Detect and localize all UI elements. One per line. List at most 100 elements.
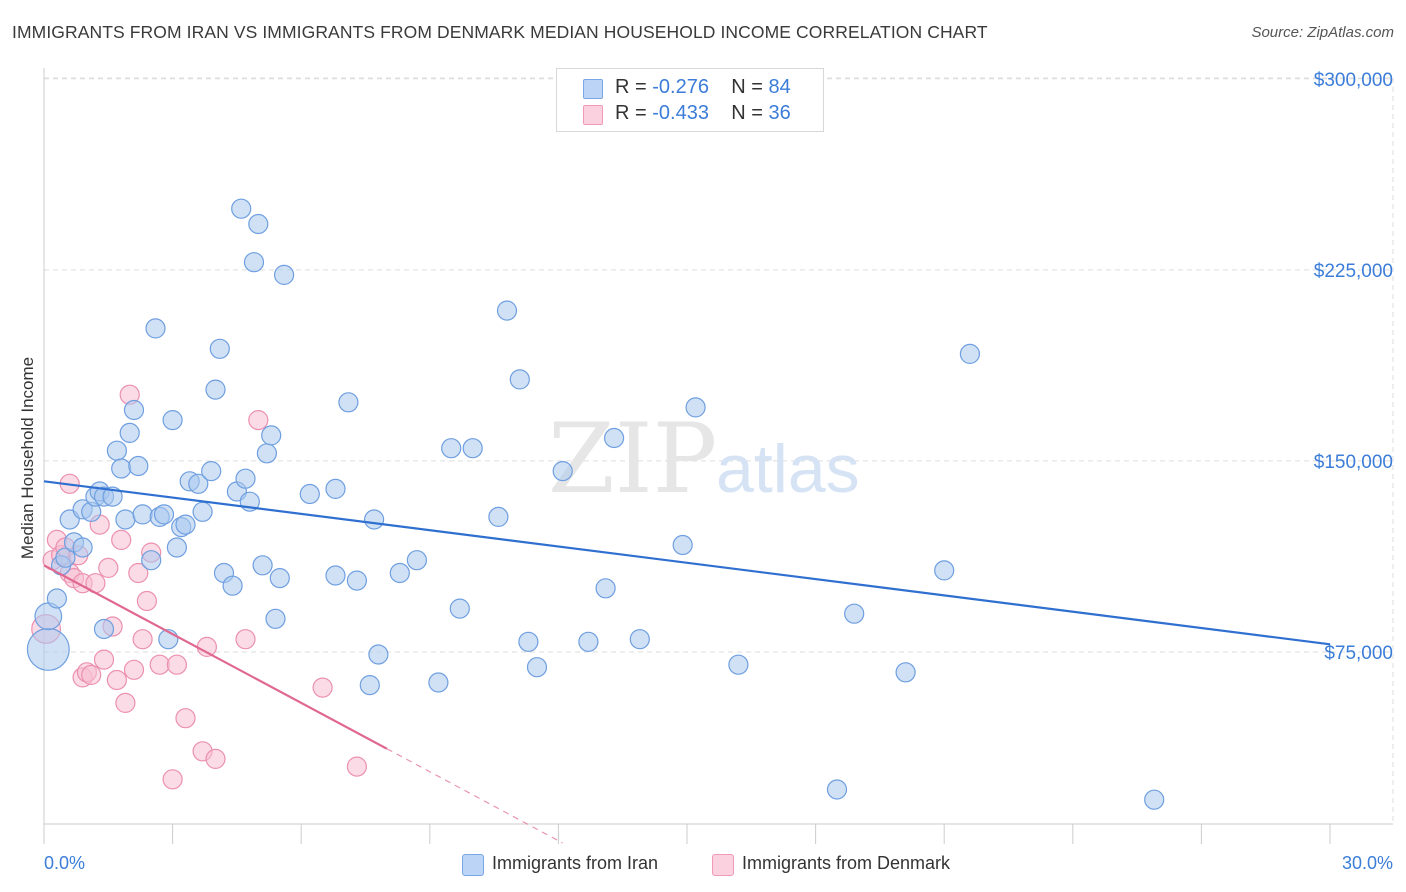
iran-point [685,397,706,418]
chart-title: IMMIGRANTS FROM IRAN VS IMMIGRANTS FROM … [12,22,988,42]
iran-point [578,631,599,652]
iran-point [119,422,140,443]
iran-point [123,399,145,421]
iran-point [111,458,132,479]
y-tick-labels: $75,000 $150,000 $225,000 $300,000 [1314,70,1393,664]
iran-point [359,674,380,696]
denmark-point [106,669,128,691]
iran-point [269,567,290,589]
iran-point [72,537,93,558]
iran-point [325,478,346,499]
iran-point [595,578,616,599]
iran-point [192,501,213,522]
denmark-point [205,748,226,770]
iran-point [128,455,149,477]
iran-point [235,468,256,489]
denmark-point [235,629,256,650]
iran-point [368,644,389,665]
iran-point [248,213,269,235]
iran-point [166,537,187,558]
denmark-point [149,654,170,675]
trend-lines [43,480,1331,844]
iran-point [243,252,265,273]
iran-point [826,779,848,800]
denmark-point [93,649,115,670]
denmark-point [115,692,136,714]
watermark: ZIP atlas [548,403,860,515]
correlation-legend: R = -0.276 N = 84 R = -0.433 N = 36 [556,68,824,132]
series-swatch-denmark [712,854,734,876]
iran-point [188,473,209,494]
iran-point [46,588,68,609]
iran-point [526,657,548,678]
denmark-point [312,677,333,698]
iran-point [346,570,367,591]
iran-point [209,338,230,359]
denmark-trend-extension [386,748,563,844]
y-tick-label: $150,000 [1314,452,1393,473]
denmark-point [81,664,102,686]
denmark-point [132,629,153,650]
y-tick-label: $225,000 [1314,261,1393,282]
iran-point [672,534,693,556]
axes [43,68,1393,844]
iran-point [728,654,749,675]
denmark-point [166,654,187,675]
watermark-atlas: atlas [716,431,860,507]
iran-point [115,509,136,530]
iran-point [552,461,573,482]
denmark-point [162,769,183,790]
iran-point [153,504,175,525]
iran-point [256,443,277,464]
denmark-point [98,557,119,579]
iran-point [389,562,410,584]
denmark-point [175,708,196,729]
iran-points [26,198,1165,810]
y-tick-label: $300,000 [1314,70,1393,91]
iran-point [102,486,123,507]
legend-swatch-denmark [583,105,603,125]
legend-row-denmark: R = -0.433 N = 36 [557,101,823,127]
iran-point [106,440,128,461]
iran-point [93,618,115,640]
iran-point [895,662,916,683]
iran-point [261,425,282,446]
iran-point [145,318,166,339]
iran-point [55,547,76,568]
iran-point [162,410,183,431]
iran-point [629,629,650,650]
legend-text-iran: R = -0.276 N = 84 [615,76,791,98]
iran-point [603,427,625,449]
iran-point [449,598,470,619]
iran-point [26,627,70,671]
iran-point [222,575,243,596]
denmark-points [31,384,367,790]
iran-point [934,560,955,581]
iran-point [338,392,359,413]
iran-point [462,438,483,459]
denmark-point [136,590,157,612]
legend-swatch-iran [583,79,603,99]
iran-point [496,300,518,321]
iran-point [364,509,385,530]
x-tick-min: 0.0% [44,853,85,873]
iran-trend-line [43,480,1331,646]
denmark-trend-line [43,564,388,750]
iran-point [1144,789,1165,810]
iran-point [274,264,295,285]
iran-point [325,565,346,586]
iran-point [518,631,539,652]
iran-point [231,198,252,219]
grid-lines [44,77,1394,824]
iran-point [132,504,153,525]
legend-text-denmark: R = -0.433 N = 36 [615,102,791,124]
series-label-denmark: Immigrants from Denmark [742,853,951,873]
iran-point [252,555,273,576]
denmark-point [248,410,269,431]
x-tick-max: 30.0% [1342,853,1393,873]
legend-row-iran: R = -0.276 N = 84 [557,75,823,101]
y-tick-label: $75,000 [1324,643,1393,664]
iran-point [428,672,449,693]
iran-point [844,603,865,624]
